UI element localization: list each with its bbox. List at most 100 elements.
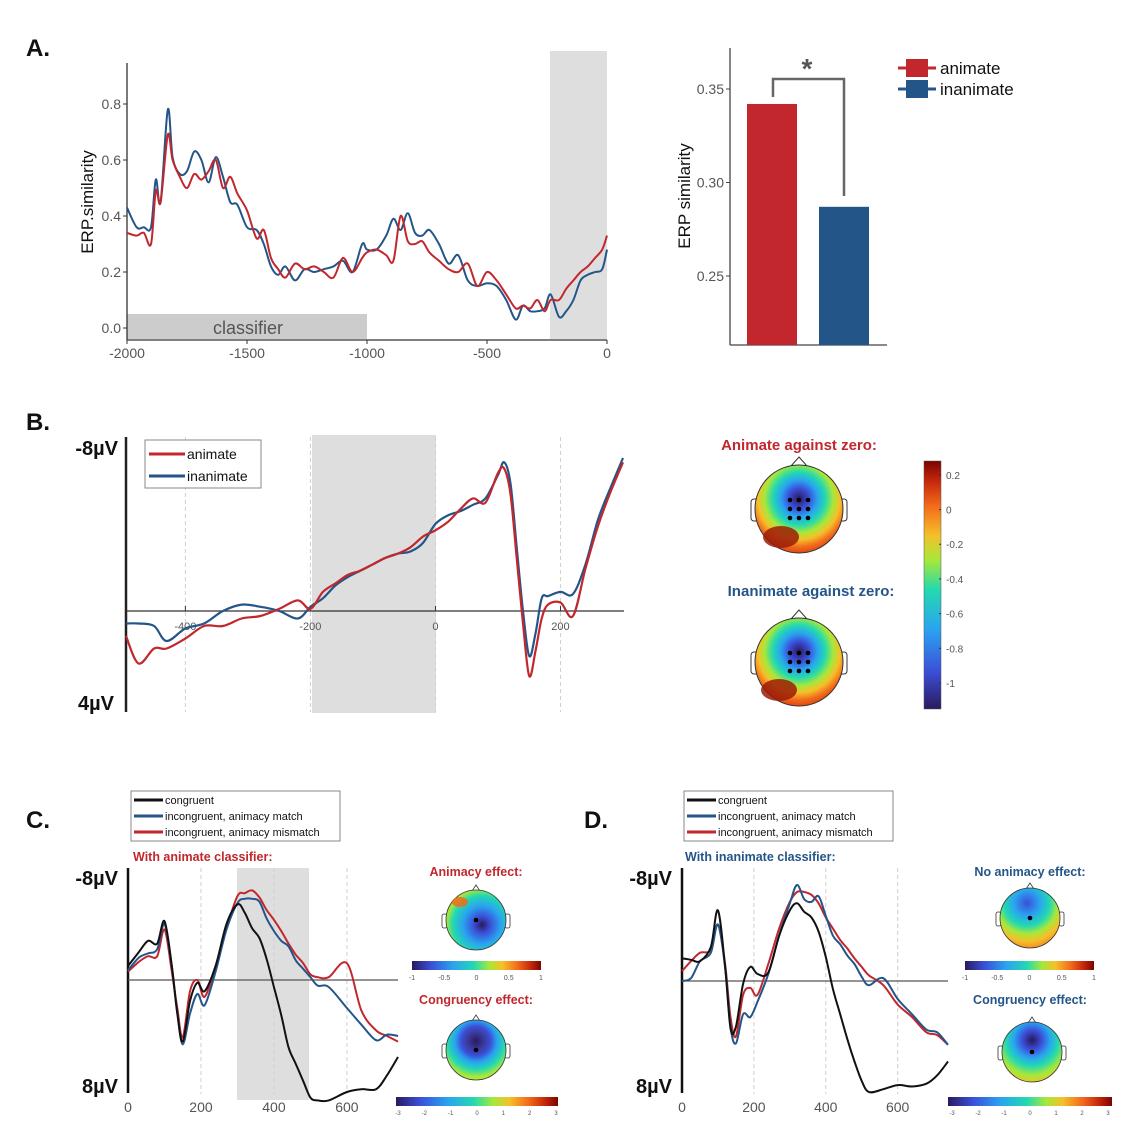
topo-title-congruency-c: Congruency effect: (419, 993, 533, 1007)
x-tick-label: -2000 (109, 345, 145, 361)
colorbar-tick-label: 1 (1092, 975, 1096, 982)
colorbar-tick-label: 1 (539, 975, 543, 982)
colorbar-tick-label: -1 (409, 975, 415, 982)
colorbar-tick-label: 1 (502, 1111, 506, 1117)
bar-animate (747, 103, 797, 346)
x-tick-label: 200 (742, 1099, 766, 1115)
y-tick-label: 0.2 (102, 264, 122, 280)
x-tick-label: 0 (432, 621, 438, 633)
topoplot-animate (750, 456, 848, 554)
panel-a: A. classifier 0.0 0.2 0.4 0.6 0.8 -2000 -1500… (26, 35, 611, 361)
y-tick-label: 0.4 (102, 208, 122, 224)
subtitle-c: With animate classifier: (133, 850, 273, 864)
panel-label-a: A. (26, 35, 50, 62)
panel-b: B. -400 -200 0 200 -8µV 4µV animate inanima… (26, 409, 964, 715)
y-label-bottom-c: 8µV (82, 1076, 119, 1098)
colorbar-tick-label: 1 (1054, 1111, 1058, 1117)
colorbar-tick-label: -0.8 (946, 644, 964, 655)
topo-title-animacy-c: Animacy effect: (429, 865, 522, 879)
x-tick-label: -1000 (349, 345, 385, 361)
topo-title-animacy-d: No animacy effect: (974, 865, 1085, 879)
x-tick-label: 0 (124, 1099, 132, 1115)
x-tick-label: 600 (886, 1099, 910, 1115)
y-tick-label: 0.25 (697, 268, 724, 284)
colorbar-tick-label: 0 (1028, 975, 1032, 982)
y-label-bottom-d: 8µV (636, 1076, 673, 1098)
panel-a-bar: 0.25 0.30 0.35 ERP similarity * animate in… (675, 48, 1014, 346)
series-line-inanimate (126, 108, 608, 321)
topoplot-no-animacy-effect-d (995, 882, 1065, 949)
x-tick-label: 600 (335, 1099, 359, 1115)
colorbar-tick-label: -0.5 (991, 975, 1003, 982)
x-tick-label: -500 (473, 345, 501, 361)
x-tick-label: -200 (299, 621, 321, 633)
y-label-top-c: -8µV (75, 868, 118, 890)
x-tick-label: 200 (189, 1099, 213, 1115)
legend-d: congruent incongruent, animacy match inc… (683, 790, 894, 842)
x-tick-label: 400 (262, 1099, 286, 1115)
x-tick-label: 0 (603, 345, 611, 361)
y-tick-label: 0.6 (102, 152, 122, 168)
colorbar-tick-label: 0 (946, 506, 952, 517)
colorbar-tick-label: -3 (949, 1111, 955, 1117)
colorbar-b (923, 460, 942, 710)
series-line-incongruent-animacy-match (681, 884, 949, 1046)
colorbar-tick-label: -1 (962, 975, 968, 982)
topoplot-congruency-effect-c (441, 1014, 511, 1081)
x-tick-label: 200 (551, 621, 569, 633)
legend-label-match-d: incongruent, animacy match (718, 811, 856, 823)
series-line-congruent (127, 903, 399, 1103)
colorbar-tick-label: -0.4 (946, 575, 964, 586)
legend-label-mismatch-c: incongruent, animacy mismatch (165, 827, 320, 839)
colorbar-tick-label: -1 (448, 1111, 454, 1117)
baseline-shade-b (312, 435, 436, 713)
legend-label-animate-b: animate (187, 446, 237, 462)
colorbar-tick-label: 0 (475, 975, 479, 982)
colorbar-tick-label: 3 (1106, 1111, 1110, 1117)
colorbar-tick-label: -1 (946, 679, 955, 690)
legend-b: animate inanimate (144, 439, 262, 489)
colorbar-tick-label: 2 (1080, 1111, 1084, 1117)
colorbar-congruency-d (948, 1097, 1112, 1106)
y-label-top-d: -8µV (629, 868, 672, 890)
y-tick-label: 0.8 (102, 96, 122, 112)
topo-title-inanimate: Inanimate against zero: (728, 583, 895, 600)
colorbar-tick-label: -0.5 (438, 975, 450, 982)
y-axis-title-a: ERP.similarity (78, 150, 97, 254)
colorbar-tick-label: -1 (1001, 1111, 1007, 1117)
colorbar-tick-label: -0.2 (946, 540, 964, 551)
topoplot-congruency-effect-d (997, 1016, 1067, 1083)
y-tick-label: 0.35 (697, 81, 724, 97)
colorbar-tick-label: 3 (554, 1111, 558, 1117)
topo-title-congruency-d: Congruency effect: (973, 993, 1087, 1007)
series-line-incongruent-animacy-mismatch (681, 890, 949, 1046)
topo-title-animate: Animate against zero: (721, 437, 877, 454)
legend-label-congruent-d: congruent (718, 795, 767, 807)
significance-star: * (802, 53, 813, 84)
panel-c: C. congruent incongruent, animacy match … (26, 790, 558, 1117)
bar-inanimate (819, 206, 869, 345)
y-label-top-b: -8µV (75, 438, 118, 460)
colorbar-tick-label: -2 (422, 1111, 428, 1117)
colorbar-animacy-c (412, 961, 541, 970)
x-tick-label: -400 (174, 621, 196, 633)
colorbar-tick-label: 0 (475, 1111, 479, 1117)
series-line-inanimate (125, 457, 625, 658)
colorbar-tick-label: -2 (975, 1111, 981, 1117)
significance-bracket (771, 77, 846, 196)
topoplot-animacy-effect-c (441, 884, 511, 951)
colorbar-tick-label: 0.5 (1057, 975, 1067, 982)
colorbar-tick-label: 0 (1028, 1111, 1032, 1117)
colorbar-tick-label: -0.6 (946, 610, 964, 621)
colorbar-tick-label: 2 (528, 1111, 532, 1117)
topoplot-inanimate (750, 609, 848, 707)
panel-label-d: D. (584, 807, 608, 834)
panel-label-b: B. (26, 409, 50, 436)
classifier-band (127, 314, 367, 339)
classifier-label: classifier (213, 318, 283, 338)
subtitle-d: With inanimate classifier: (685, 850, 836, 864)
series-line-animate (124, 461, 625, 678)
legend-label-match-c: incongruent, animacy match (165, 811, 303, 823)
y-tick-label: 0.30 (697, 175, 724, 191)
